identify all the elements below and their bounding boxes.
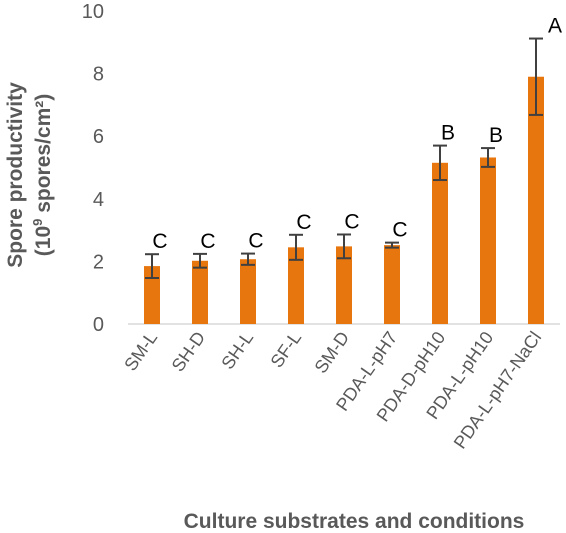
bar <box>384 245 400 324</box>
category-label: SH-L <box>217 328 257 373</box>
significance-label: C <box>152 230 167 253</box>
bar <box>240 259 256 324</box>
y-axis-title-superscript: 9 <box>30 219 45 226</box>
y-axis-title-suffix: spores/cm²) <box>32 94 55 219</box>
error-bar <box>481 147 495 168</box>
significance-label: C <box>344 210 359 233</box>
bar <box>192 260 208 324</box>
significance-label: C <box>296 211 311 234</box>
error-bar <box>193 252 207 269</box>
bar <box>288 247 304 324</box>
category-label: SM-L <box>120 328 161 375</box>
bars-group <box>144 76 544 324</box>
category-label: SF-L <box>267 328 306 371</box>
significance-labels: C C C C C C B B A <box>152 15 562 254</box>
significance-label: C <box>200 230 215 253</box>
significance-label: B <box>441 122 455 145</box>
error-bar <box>241 252 255 266</box>
error-bars-group <box>145 37 543 279</box>
error-bar <box>529 37 543 116</box>
category-labels: SM-L SH-D SH-L SF-L SM-DPDA-L-pH7PDA-D-pH10P… <box>120 328 545 453</box>
y-axis-title-line2: (109 spores/cm²) <box>30 94 55 256</box>
bar <box>528 76 544 324</box>
y-axis-title-prefix: (10 <box>32 226 55 256</box>
significance-label: C <box>392 219 407 242</box>
category-label: SM-D <box>311 328 354 377</box>
y-tick-label: 0 <box>93 314 104 336</box>
y-axis-ticks: 0 2 4 6 8 10 <box>82 1 104 336</box>
bar <box>480 157 496 324</box>
bar <box>144 266 160 324</box>
bar <box>336 246 352 324</box>
y-tick-label: 4 <box>93 189 104 211</box>
category-label: PDA-L-pH7-NaCl <box>450 328 546 453</box>
category-label: SH-D <box>168 328 210 376</box>
y-tick-label: 2 <box>93 251 104 273</box>
y-tick-label: 8 <box>93 64 104 86</box>
significance-label: B <box>489 124 503 147</box>
error-bar <box>433 144 447 182</box>
error-bar <box>385 241 399 249</box>
significance-label: A <box>548 15 562 38</box>
x-axis-title: Culture substrates and conditions <box>184 510 525 533</box>
error-bar <box>289 233 303 261</box>
bar <box>432 162 448 324</box>
error-bar <box>337 233 351 260</box>
error-bar <box>145 253 159 279</box>
significance-label: C <box>248 230 263 253</box>
y-axis-title-line1: Spore productivity <box>4 82 27 268</box>
y-tick-label: 10 <box>82 1 104 23</box>
y-tick-label: 6 <box>93 126 104 148</box>
